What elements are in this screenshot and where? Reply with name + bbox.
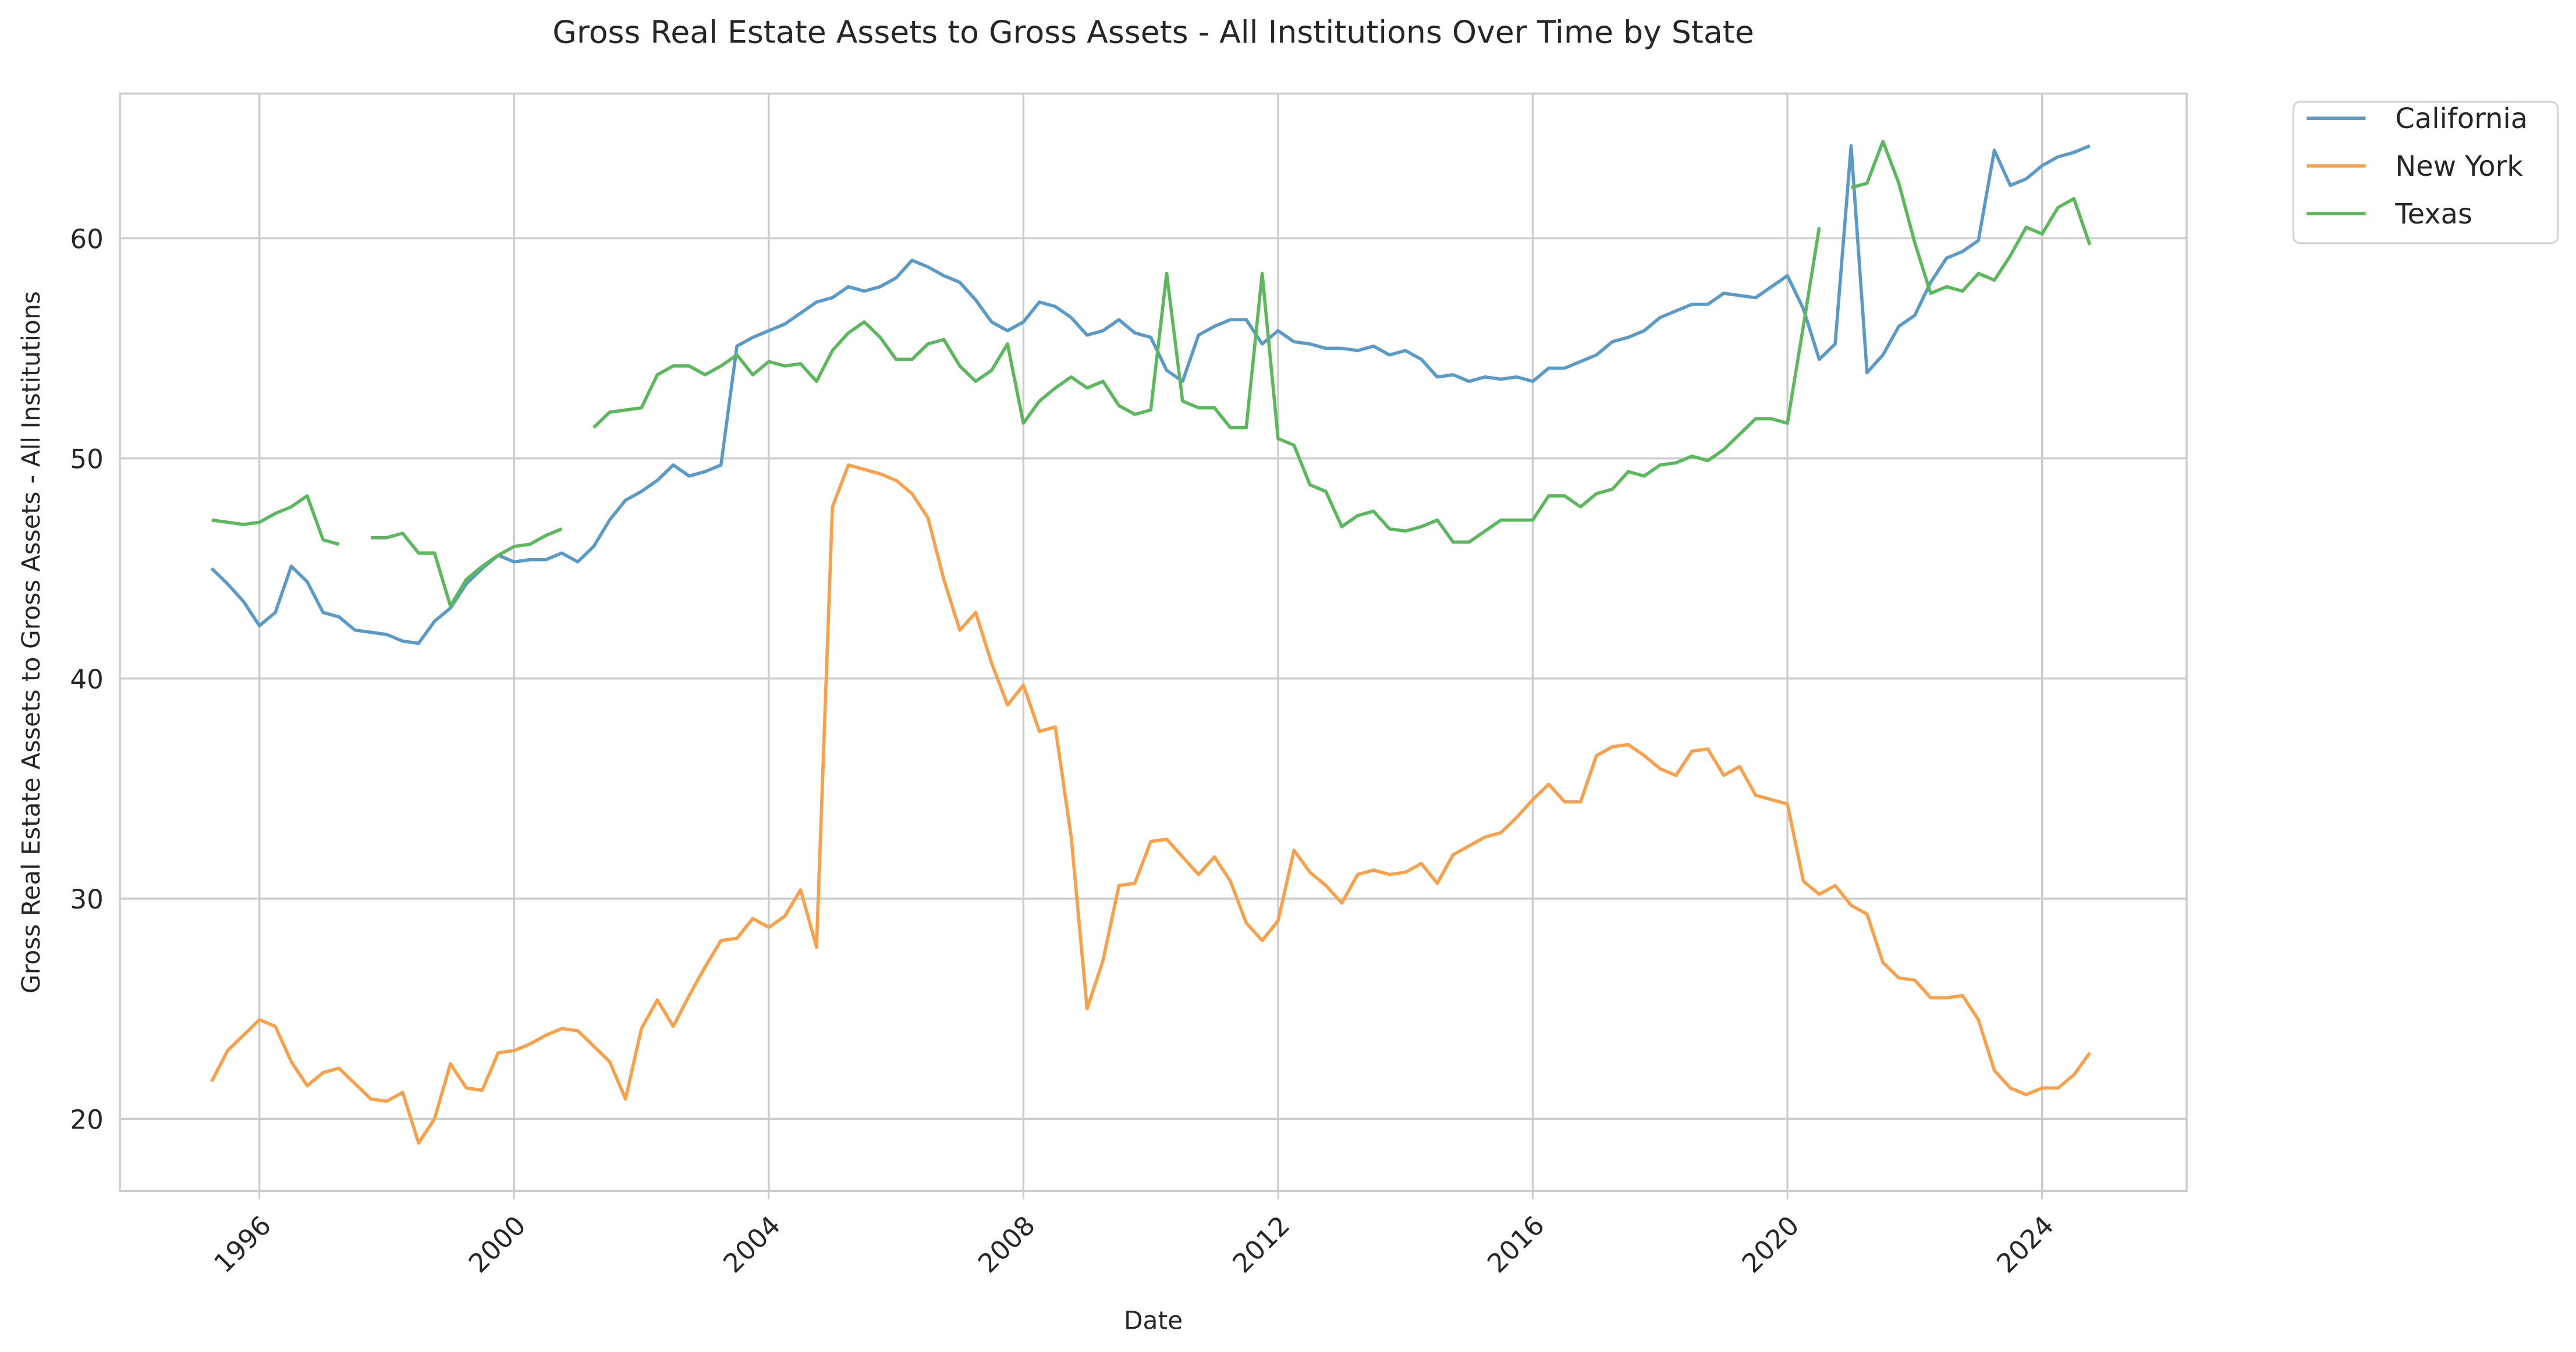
x-tick-label: 2012: [1227, 1210, 1296, 1279]
x-tick-label: 1996: [208, 1210, 277, 1279]
y-tick-label: 30: [70, 884, 103, 915]
x-tick-label: 2020: [1736, 1210, 1805, 1279]
legend: California New York Texas: [2293, 101, 2559, 244]
series-line: [210, 144, 2091, 645]
series-line: [210, 463, 2091, 1145]
lines: [210, 140, 2092, 1145]
y-tick-label: 20: [70, 1104, 103, 1135]
legend-frame: [2293, 101, 2559, 244]
legend-label: California: [2395, 102, 2528, 135]
y-axis-label: Gross Real Estate Assets to Gross Assets…: [17, 291, 45, 993]
x-tick-label: 2024: [1990, 1210, 2060, 1279]
legend-label: New York: [2395, 150, 2523, 183]
x-tick-label: 2004: [717, 1210, 786, 1279]
chart-title: Gross Real Estate Assets to Gross Assets…: [552, 13, 1754, 50]
x-tick-label: 2008: [972, 1210, 1041, 1279]
series-line: [211, 140, 2092, 608]
grid: [120, 93, 2187, 1191]
y-tick-label: 40: [70, 664, 103, 695]
y-tick-label: 60: [70, 223, 103, 254]
plot-frame: [119, 93, 2188, 1193]
x-tick-label: 2000: [463, 1210, 532, 1279]
x-tick-label: 2016: [1481, 1210, 1550, 1279]
y-tick-label: 50: [70, 444, 103, 475]
x-axis-label: Date: [1124, 1306, 1183, 1335]
legend-label: Texas: [2394, 198, 2472, 230]
